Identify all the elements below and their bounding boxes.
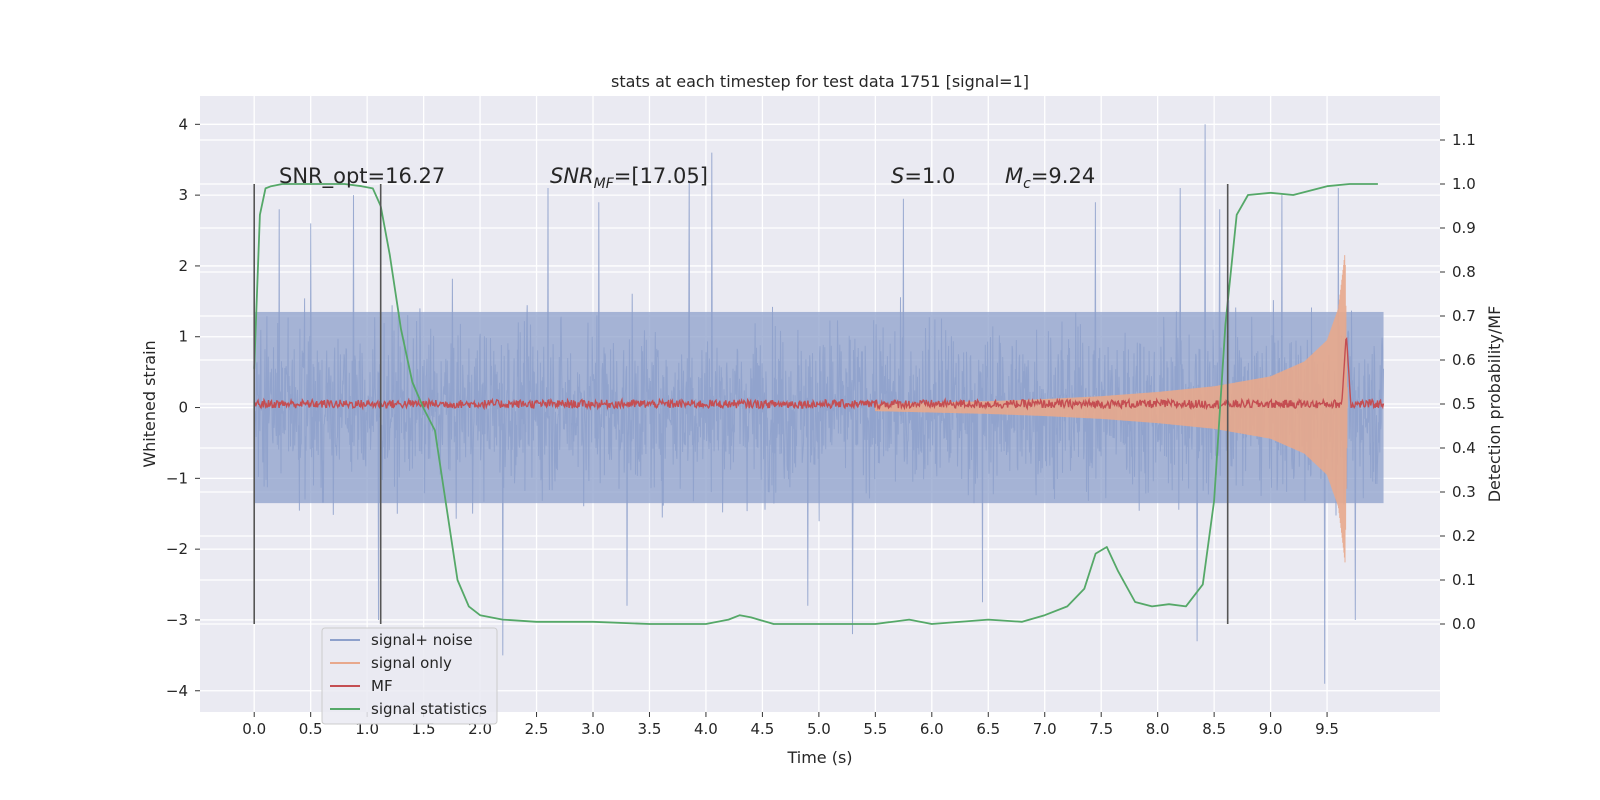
- y2-tick-label: 0.4: [1452, 439, 1476, 457]
- annotation-mc-value: =9.24: [1031, 164, 1095, 188]
- annotation-snr-mf: SNRMF=[17.05]: [550, 164, 708, 192]
- annotation-snr-mf-name: SNR: [550, 164, 594, 188]
- x-tick-label: 0.0: [242, 720, 266, 738]
- y2-axis: 1.1 1.0 0.9 0.8 0.7 0.6 0.5 0.4 0.3 0.2 0.1 0.0: [1440, 131, 1476, 633]
- y2-tick-label: 0.5: [1452, 395, 1476, 413]
- y2-tick-label: 0.3: [1452, 483, 1476, 501]
- annotation-s-name: S: [891, 164, 904, 188]
- y2-tick-label: 0.6: [1452, 351, 1476, 369]
- y-tick-label: 4: [178, 115, 188, 133]
- y-tick-label: 0: [178, 399, 188, 417]
- x-tick-label: 5.5: [863, 720, 887, 738]
- x-tick-label: 4.0: [694, 720, 718, 738]
- x-tick-label: 2.5: [525, 720, 549, 738]
- chart-title: stats at each timestep for test data 175…: [611, 72, 1029, 91]
- x-tick-label: 3.0: [581, 720, 605, 738]
- legend-label-signal-noise: signal+ noise: [371, 631, 473, 649]
- series-layer: [253, 124, 1385, 684]
- series-signal-statistics: [253, 183, 1378, 625]
- annotation-snr-opt: SNR_opt=16.27: [279, 164, 445, 189]
- x-tick-label: 8.0: [1146, 720, 1170, 738]
- y2-tick-label: 0.7: [1452, 307, 1476, 325]
- legend-label-signal-statistics: signal statistics: [371, 700, 487, 718]
- y-tick-label: 3: [178, 186, 188, 204]
- vline-layer: [253, 184, 1229, 624]
- annotation-mc-sub: c: [1023, 176, 1031, 192]
- annotation-snr-mf-sub: MF: [594, 176, 615, 192]
- legend: signal+ noise signal only MF signal stat…: [321, 627, 498, 725]
- x-tick-label: 5.0: [807, 720, 831, 738]
- x-tick-label: 0.5: [299, 720, 323, 738]
- x-tick-label: 6.0: [920, 720, 944, 738]
- y2-tick-label: 0.0: [1452, 615, 1476, 633]
- x-tick-label: 7.5: [1089, 720, 1113, 738]
- annotation-s: S=1.0: [891, 164, 955, 188]
- y2-tick-label: 1.0: [1452, 175, 1476, 193]
- x-tick-label: 9.0: [1259, 720, 1283, 738]
- x-tick-label: 3.5: [638, 720, 662, 738]
- x-tick-label: 7.0: [1033, 720, 1057, 738]
- y-tick-label: 1: [178, 328, 188, 346]
- legend-label-mf: MF: [371, 677, 393, 695]
- y-axis: 4 3 2 1 0 −1 −2 −3 −4: [166, 115, 200, 700]
- legend-label-signal-only: signal only: [371, 654, 452, 672]
- y2-axis-label: Detection probability/MF: [1485, 306, 1504, 503]
- x-axis: 0.0 0.5 1.0 1.5 2.0 2.5 3.0 3.5 4.0 4.5 5.0 5.5 6.0 6…: [242, 712, 1339, 738]
- y2-tick-label: 0.1: [1452, 571, 1476, 589]
- x-tick-label: 9.5: [1315, 720, 1339, 738]
- x-tick-label: 8.5: [1202, 720, 1226, 738]
- y2-tick-label: 0.8: [1452, 263, 1476, 281]
- annotation-snr-mf-value: =[17.05]: [614, 164, 708, 188]
- x-tick-label: 6.5: [976, 720, 1000, 738]
- y-tick-label: −3: [166, 611, 188, 629]
- y-tick-label: 2: [178, 257, 188, 275]
- y-tick-label: −4: [166, 682, 188, 700]
- y2-tick-label: 0.2: [1452, 527, 1476, 545]
- y2-tick-label: 1.1: [1452, 131, 1476, 149]
- annotation-s-value: =1.0: [904, 164, 955, 188]
- y-axis-label: Whitened strain: [140, 340, 159, 467]
- y-tick-label: −2: [166, 540, 188, 558]
- y2-tick-label: 0.9: [1452, 219, 1476, 237]
- annotation-mc-name: M: [1005, 164, 1023, 188]
- series-mf: [253, 336, 1385, 411]
- x-tick-label: 4.5: [750, 720, 774, 738]
- y-tick-label: −1: [166, 469, 188, 487]
- annotation-mc: Mc=9.24: [1005, 164, 1095, 192]
- x-axis-label: Time (s): [786, 748, 852, 767]
